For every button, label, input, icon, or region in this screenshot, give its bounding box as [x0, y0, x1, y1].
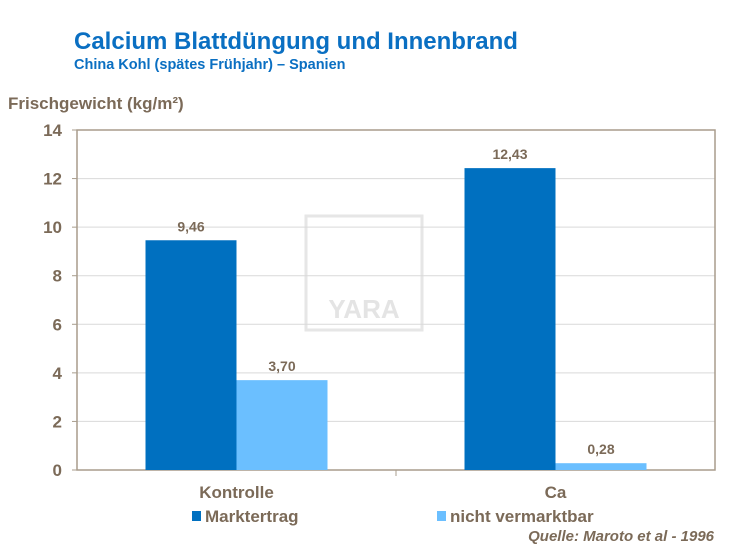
y-tick-label: 8 — [53, 267, 62, 286]
legend-swatch — [192, 511, 201, 521]
bar-nicht-vermarktbar — [236, 380, 328, 470]
bar-marktertrag — [145, 240, 237, 470]
data-label: 0,28 — [587, 441, 614, 457]
watermark-logo-text: YARA — [328, 294, 400, 324]
data-label: 12,43 — [492, 146, 527, 162]
y-tick-label: 12 — [43, 170, 62, 189]
y-tick-label: 6 — [53, 315, 62, 334]
watermark-logo-frame — [304, 214, 424, 332]
x-tick-label: Kontrolle — [199, 483, 274, 502]
data-label: 3,70 — [268, 358, 295, 374]
y-tick-label: 14 — [43, 121, 62, 140]
y-tick-label: 4 — [53, 364, 63, 383]
legend-label: nicht vermarktbar — [450, 507, 594, 526]
chart-subtitle: China Kohl (spätes Frühjahr) – Spanien — [74, 57, 346, 73]
source-note: Quelle: Maroto et al - 1996 — [528, 528, 714, 545]
bar-marktertrag — [464, 168, 556, 470]
data-label: 9,46 — [177, 218, 204, 234]
y-axis-label: Frischgewicht (kg/m²) — [8, 94, 184, 113]
y-tick-label: 10 — [43, 218, 62, 237]
legend-label: Marktertrag — [205, 507, 299, 526]
y-tick-label: 2 — [53, 412, 62, 431]
legend-swatch — [437, 511, 446, 521]
x-tick-label: Ca — [545, 483, 567, 502]
y-tick-label: 0 — [53, 461, 62, 480]
bar-nicht-vermarktbar — [555, 463, 647, 470]
chart-title: Calcium Blattdüngung und Innenbrand — [74, 28, 518, 55]
